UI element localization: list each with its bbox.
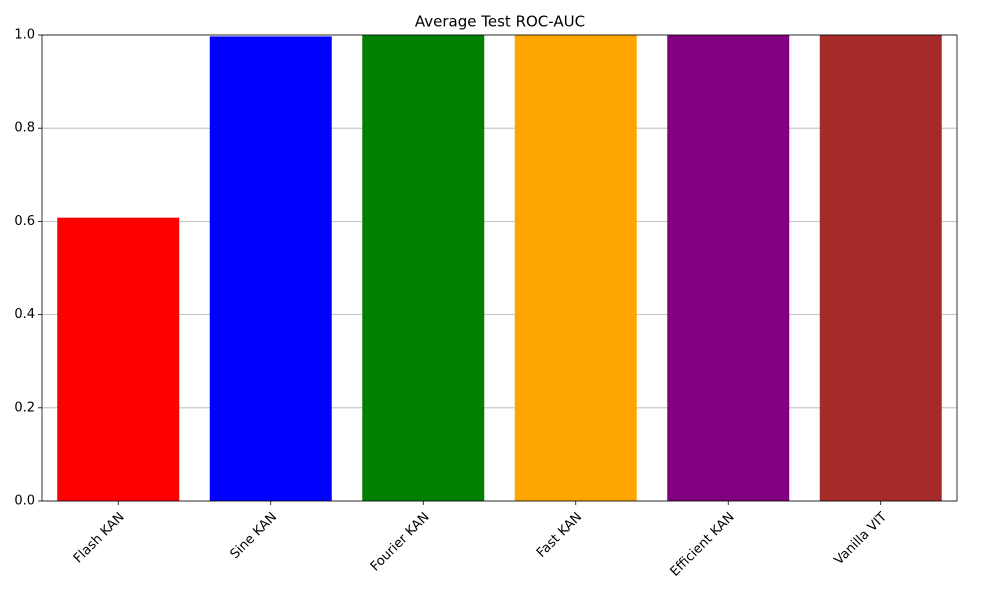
bar (209, 36, 332, 501)
x-tick-label: Sine KAN (228, 510, 280, 562)
y-tick-label: 0.4 (14, 307, 35, 322)
y-tick-label: 0.6 (14, 214, 35, 229)
plot-frame (41, 34, 958, 502)
y-tick-label: 0.2 (14, 400, 35, 415)
bar (819, 35, 942, 501)
y-tick-label: 1.0 (14, 28, 35, 43)
x-tick-label: Efficient KAN (668, 510, 738, 580)
y-tick-label: 0.8 (14, 121, 35, 136)
x-tick-label: Flash KAN (71, 510, 128, 567)
x-tick-label: Vanilla VIT (832, 510, 891, 569)
bar (57, 217, 180, 501)
bar (667, 35, 790, 501)
bar (514, 35, 637, 501)
bar (362, 35, 485, 501)
x-tick-label: Fast KAN (534, 510, 585, 561)
y-tick-label: 0.0 (14, 494, 35, 509)
x-tick-label: Fourier KAN (368, 510, 433, 575)
chart-title: Average Test ROC-AUC (415, 13, 585, 31)
